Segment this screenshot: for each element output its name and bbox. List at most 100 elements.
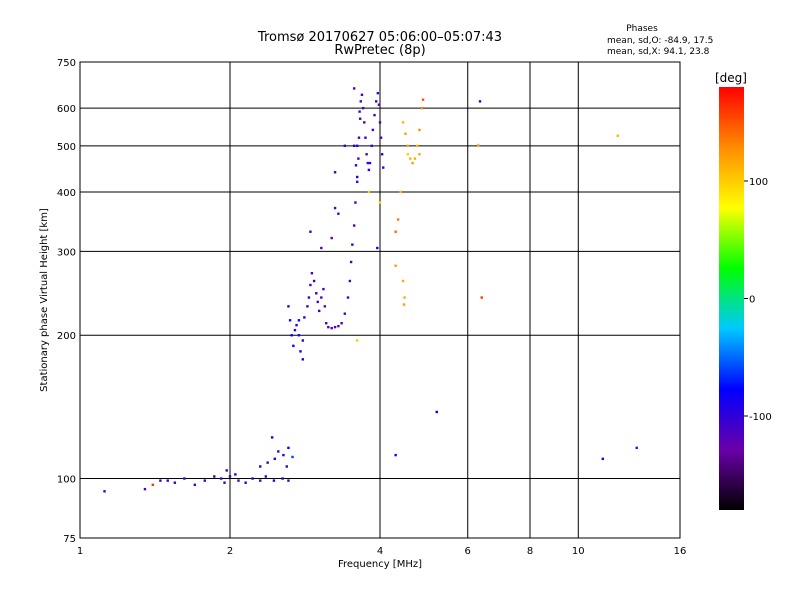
x-tick-label: 6 <box>465 546 471 557</box>
chart-title: Tromsø 20170627 05:06:00–05:07:43 <box>257 30 502 45</box>
y-tick-label: 200 <box>57 331 76 342</box>
data-point <box>366 161 369 165</box>
data-point <box>349 260 353 264</box>
data-point <box>358 117 362 120</box>
data-point <box>420 106 423 110</box>
x-tick-label: 2 <box>227 546 233 557</box>
data-point <box>333 325 337 329</box>
data-point <box>348 279 352 283</box>
data-point <box>480 296 483 299</box>
data-point <box>357 157 360 160</box>
data-point <box>352 87 356 90</box>
data-point <box>360 93 364 96</box>
data-point <box>399 190 402 194</box>
data-point <box>363 121 366 124</box>
data-point <box>382 166 385 169</box>
chart-subtitle: RwPretec (8p) <box>334 43 425 58</box>
data-point <box>315 292 318 295</box>
data-point <box>403 296 406 299</box>
data-point <box>402 303 406 306</box>
data-point <box>320 246 323 250</box>
data-point <box>309 283 312 287</box>
data-point <box>293 328 297 332</box>
data-point <box>301 339 305 342</box>
data-point <box>394 453 397 457</box>
data-point <box>272 479 276 482</box>
data-point <box>435 410 438 414</box>
data-point <box>406 144 410 148</box>
data-point <box>351 243 354 246</box>
data-point <box>270 436 274 439</box>
data-point <box>306 305 309 308</box>
data-point <box>244 481 247 484</box>
data-point <box>325 321 328 325</box>
data-point <box>373 113 376 117</box>
data-point <box>193 483 197 487</box>
data-point <box>337 212 340 215</box>
data-point <box>415 144 419 148</box>
data-point <box>327 325 330 329</box>
phase-info-o: mean, sd,O: -84.9, 17.5 <box>607 36 713 46</box>
colorbar <box>719 87 744 510</box>
data-point <box>380 153 384 156</box>
data-point <box>333 171 337 174</box>
data-point <box>259 479 262 482</box>
colorbar-label: [deg] <box>715 71 747 85</box>
y-tick-label: 750 <box>57 58 76 69</box>
data-point <box>183 477 186 480</box>
data-point <box>203 479 206 482</box>
data-point <box>237 479 240 482</box>
data-points <box>103 87 638 493</box>
data-point <box>295 323 298 327</box>
data-point <box>330 326 333 330</box>
data-point <box>337 324 340 328</box>
colorbar-tick-label: -100 <box>749 412 772 423</box>
data-point <box>374 100 378 103</box>
colorbar-tick-label: 0 <box>749 295 755 306</box>
data-point <box>259 465 262 468</box>
colorbar-tick-label: 100 <box>749 177 768 188</box>
data-point <box>264 475 268 478</box>
data-point <box>355 175 359 179</box>
data-point <box>355 339 359 342</box>
y-tick-label: 75 <box>63 534 76 545</box>
data-point <box>354 164 358 167</box>
data-point <box>357 136 361 139</box>
data-point <box>355 144 359 148</box>
data-point <box>421 98 425 101</box>
y-axis-label: Stationary phase Virtual Height [km] <box>39 208 50 392</box>
data-point <box>377 103 381 106</box>
y-axis: 75 100 200 300 400 500 600 750 <box>57 58 76 545</box>
data-point <box>378 201 382 204</box>
data-point <box>309 230 312 233</box>
data-point <box>379 136 383 139</box>
data-point <box>266 461 269 464</box>
data-point <box>213 475 216 478</box>
data-point <box>273 457 276 461</box>
data-point <box>635 446 638 450</box>
data-point <box>301 358 305 361</box>
phase-info-title: Phases <box>626 24 658 34</box>
data-point <box>290 334 293 337</box>
data-point <box>285 465 288 468</box>
phase-info-x: mean, sd,X: 94.1, 23.8 <box>607 47 710 57</box>
data-point <box>333 206 337 210</box>
data-point <box>340 321 343 325</box>
data-point <box>323 305 327 308</box>
data-point <box>365 153 368 156</box>
data-point <box>159 479 162 482</box>
data-point <box>292 344 295 348</box>
data-point <box>358 110 361 113</box>
data-point <box>411 161 414 165</box>
data-point <box>307 296 311 299</box>
data-point <box>173 481 177 484</box>
data-point <box>343 144 347 148</box>
data-point <box>376 246 379 250</box>
data-point <box>478 100 482 103</box>
y-tick-label: 100 <box>57 475 76 486</box>
data-point <box>303 316 306 319</box>
data-point <box>316 300 319 304</box>
data-point <box>225 469 228 472</box>
x-axis: 1 2 4 6 8 10 16 <box>77 546 687 557</box>
